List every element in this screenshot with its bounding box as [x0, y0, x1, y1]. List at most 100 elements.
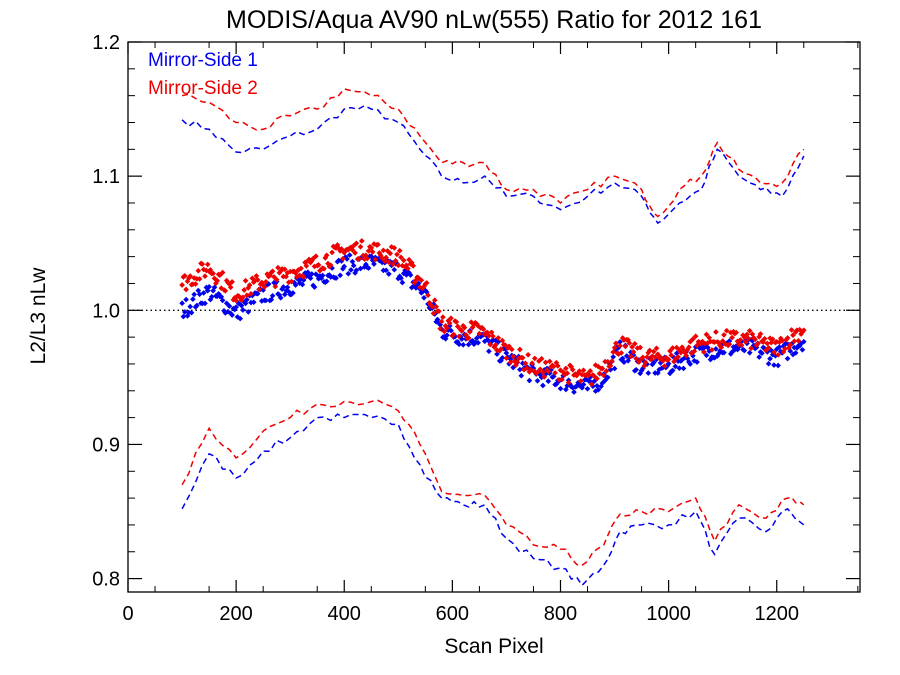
series-2-point [404, 265, 411, 272]
series-2-point [486, 332, 492, 339]
series-1-point [183, 296, 189, 303]
series-1-point [680, 365, 687, 372]
series-1-point [346, 252, 353, 258]
plot-area: 0 200 400 600 800 1000 1200 0.8 0.9 1.0 1.1 1.2 [92, 32, 861, 625]
series-2-point [400, 257, 407, 264]
series-1-point [465, 341, 472, 348]
series-1-point [486, 348, 492, 355]
series-2-point [423, 280, 430, 286]
series-2-point [746, 327, 753, 334]
series-1-point [383, 267, 389, 274]
series-2-point [587, 368, 594, 374]
series-2-point [214, 277, 221, 284]
series-2-point [782, 345, 788, 352]
series-2-point [668, 352, 675, 359]
series-1-point [202, 300, 208, 307]
series-2-point [233, 297, 239, 304]
series-1-point [676, 365, 683, 372]
series-1-point [713, 346, 719, 352]
series-2-point [629, 344, 635, 350]
series-2-point [631, 340, 638, 347]
x-tick-label: 1200 [754, 603, 799, 625]
series-1-point [421, 294, 427, 301]
series-2-point [492, 342, 499, 348]
series-1-point [350, 262, 357, 269]
series-1-point [237, 315, 244, 322]
series-1-point [308, 271, 315, 277]
series-1-point [456, 341, 462, 348]
series-2-point [626, 340, 633, 346]
series-1-point [179, 300, 185, 307]
series-1-point [254, 290, 261, 297]
series-2-point [757, 331, 764, 337]
series-2-point [669, 345, 676, 351]
series-1-point [460, 341, 467, 348]
legend: Mirror-Side 1 Mirror-Side 2 [148, 50, 258, 99]
series-2-point [461, 324, 468, 331]
series-1-point [245, 309, 252, 315]
series-2-point [380, 247, 387, 254]
series-2-point [385, 259, 392, 266]
series-1-point [226, 303, 233, 309]
series-2-point [537, 366, 544, 373]
series-2-point [356, 255, 362, 262]
legend-entry-mirror-side-2: Mirror-Side 2 [148, 78, 258, 99]
series-2-point [430, 310, 437, 317]
series-2-point [438, 318, 445, 325]
series-1-point [181, 309, 188, 315]
series-1-point [299, 281, 306, 288]
series-2-point [448, 315, 454, 322]
series-2-point [721, 332, 727, 338]
series-2-point [450, 331, 457, 338]
series-2-point [315, 262, 322, 268]
series-2-point [686, 344, 692, 351]
series-2-point [713, 329, 719, 335]
series-2-point [609, 358, 615, 365]
series-1-point [759, 350, 765, 357]
x-tick-label: 0 [122, 603, 133, 625]
series-2-point [418, 277, 425, 284]
series-2-point [179, 282, 185, 288]
series-2-point [565, 379, 572, 386]
series-1-point [307, 275, 314, 282]
series-1-point [687, 361, 694, 367]
series-1-point [206, 283, 212, 290]
series-2-point [600, 372, 607, 379]
series-1-point [187, 303, 194, 310]
series-2-point [788, 327, 795, 333]
series-2-point [183, 286, 189, 293]
series-2-point [181, 272, 188, 279]
x-axis-label: Scan Pixel [444, 635, 543, 658]
series-2-point [487, 341, 494, 348]
series-2-point [390, 261, 396, 268]
series-2-point [503, 355, 510, 361]
series-2-point [495, 335, 502, 341]
series-1-point [238, 302, 245, 309]
series-2-point [387, 250, 394, 257]
series-1-point [323, 278, 330, 285]
series-1-point [229, 312, 235, 318]
series-2-point [653, 345, 660, 352]
series-1-point [672, 363, 679, 370]
series-2-point [195, 267, 202, 274]
series-1-point [669, 367, 676, 374]
series-2-point [691, 348, 698, 355]
series-2-point [241, 287, 248, 293]
series-2-point [683, 352, 690, 359]
series-2-point [752, 336, 758, 343]
series-2-upper-line [181, 88, 805, 218]
series-1-point [746, 349, 753, 356]
series-2-point [395, 262, 402, 269]
series-1-point [580, 381, 587, 388]
series-2-point [446, 320, 453, 327]
series-2-point [692, 333, 699, 340]
series-2-point [391, 245, 398, 251]
series-1-point [526, 377, 533, 384]
series-2-point [542, 359, 549, 366]
series-2-point [636, 359, 642, 365]
series-2-point [525, 351, 531, 358]
series-2-point [650, 348, 657, 355]
series-2-point [229, 279, 235, 285]
series-2-point [541, 374, 548, 380]
series-1-point [353, 267, 360, 274]
